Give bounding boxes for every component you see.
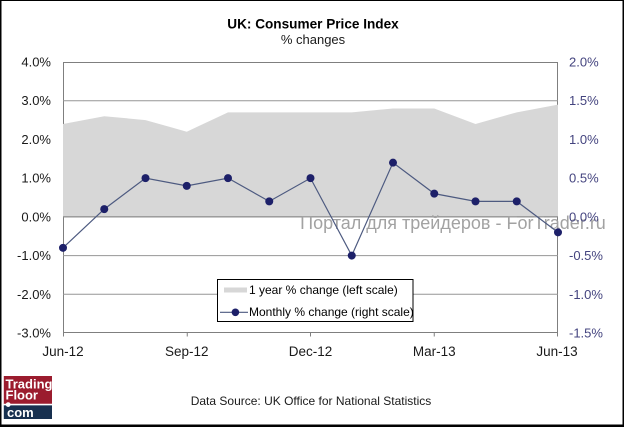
svg-text:-1.0%: -1.0%: [569, 287, 603, 302]
svg-text:-1.0%: -1.0%: [17, 248, 51, 263]
svg-text:Floor: Floor: [6, 388, 39, 403]
svg-text:-0.5%: -0.5%: [569, 248, 603, 263]
svg-text:3.0%: 3.0%: [21, 93, 51, 108]
svg-text:2.0%: 2.0%: [21, 132, 51, 147]
svg-text:Sep-12: Sep-12: [165, 344, 209, 359]
svg-text:4.0%: 4.0%: [21, 55, 51, 70]
svg-text:-2.0%: -2.0%: [17, 287, 51, 302]
svg-text:com: com: [7, 405, 34, 420]
svg-text:Dec-12: Dec-12: [289, 344, 333, 359]
svg-text:0.5%: 0.5%: [569, 171, 599, 186]
svg-text:-1.5%: -1.5%: [569, 326, 603, 341]
svg-text:Портал для трейдеров - ForTrad: Портал для трейдеров - ForTrader.ru: [300, 213, 606, 233]
svg-text:Data Source: UK Office for Nat: Data Source: UK Office for National Stat…: [191, 394, 432, 408]
svg-text:% changes: % changes: [281, 32, 346, 47]
svg-text:0.0%: 0.0%: [21, 209, 51, 224]
svg-text:-3.0%: -3.0%: [17, 326, 51, 341]
svg-text:1 year % change (left scale): 1 year % change (left scale): [249, 283, 398, 297]
svg-text:Jun-13: Jun-13: [536, 344, 577, 359]
svg-text:1.5%: 1.5%: [569, 93, 599, 108]
svg-text:1.0%: 1.0%: [569, 132, 599, 147]
svg-text:2.0%: 2.0%: [569, 55, 599, 70]
svg-text:1.0%: 1.0%: [21, 171, 51, 186]
svg-text:Jun-12: Jun-12: [42, 344, 83, 359]
svg-text:Monthly % change (right scale): Monthly % change (right scale): [249, 305, 414, 319]
svg-text:UK: Consumer Price Index: UK: Consumer Price Index: [227, 17, 399, 32]
svg-text:0.0%: 0.0%: [569, 209, 599, 224]
svg-text:Mar-13: Mar-13: [413, 344, 456, 359]
svg-text:Trading: Trading: [6, 377, 53, 392]
